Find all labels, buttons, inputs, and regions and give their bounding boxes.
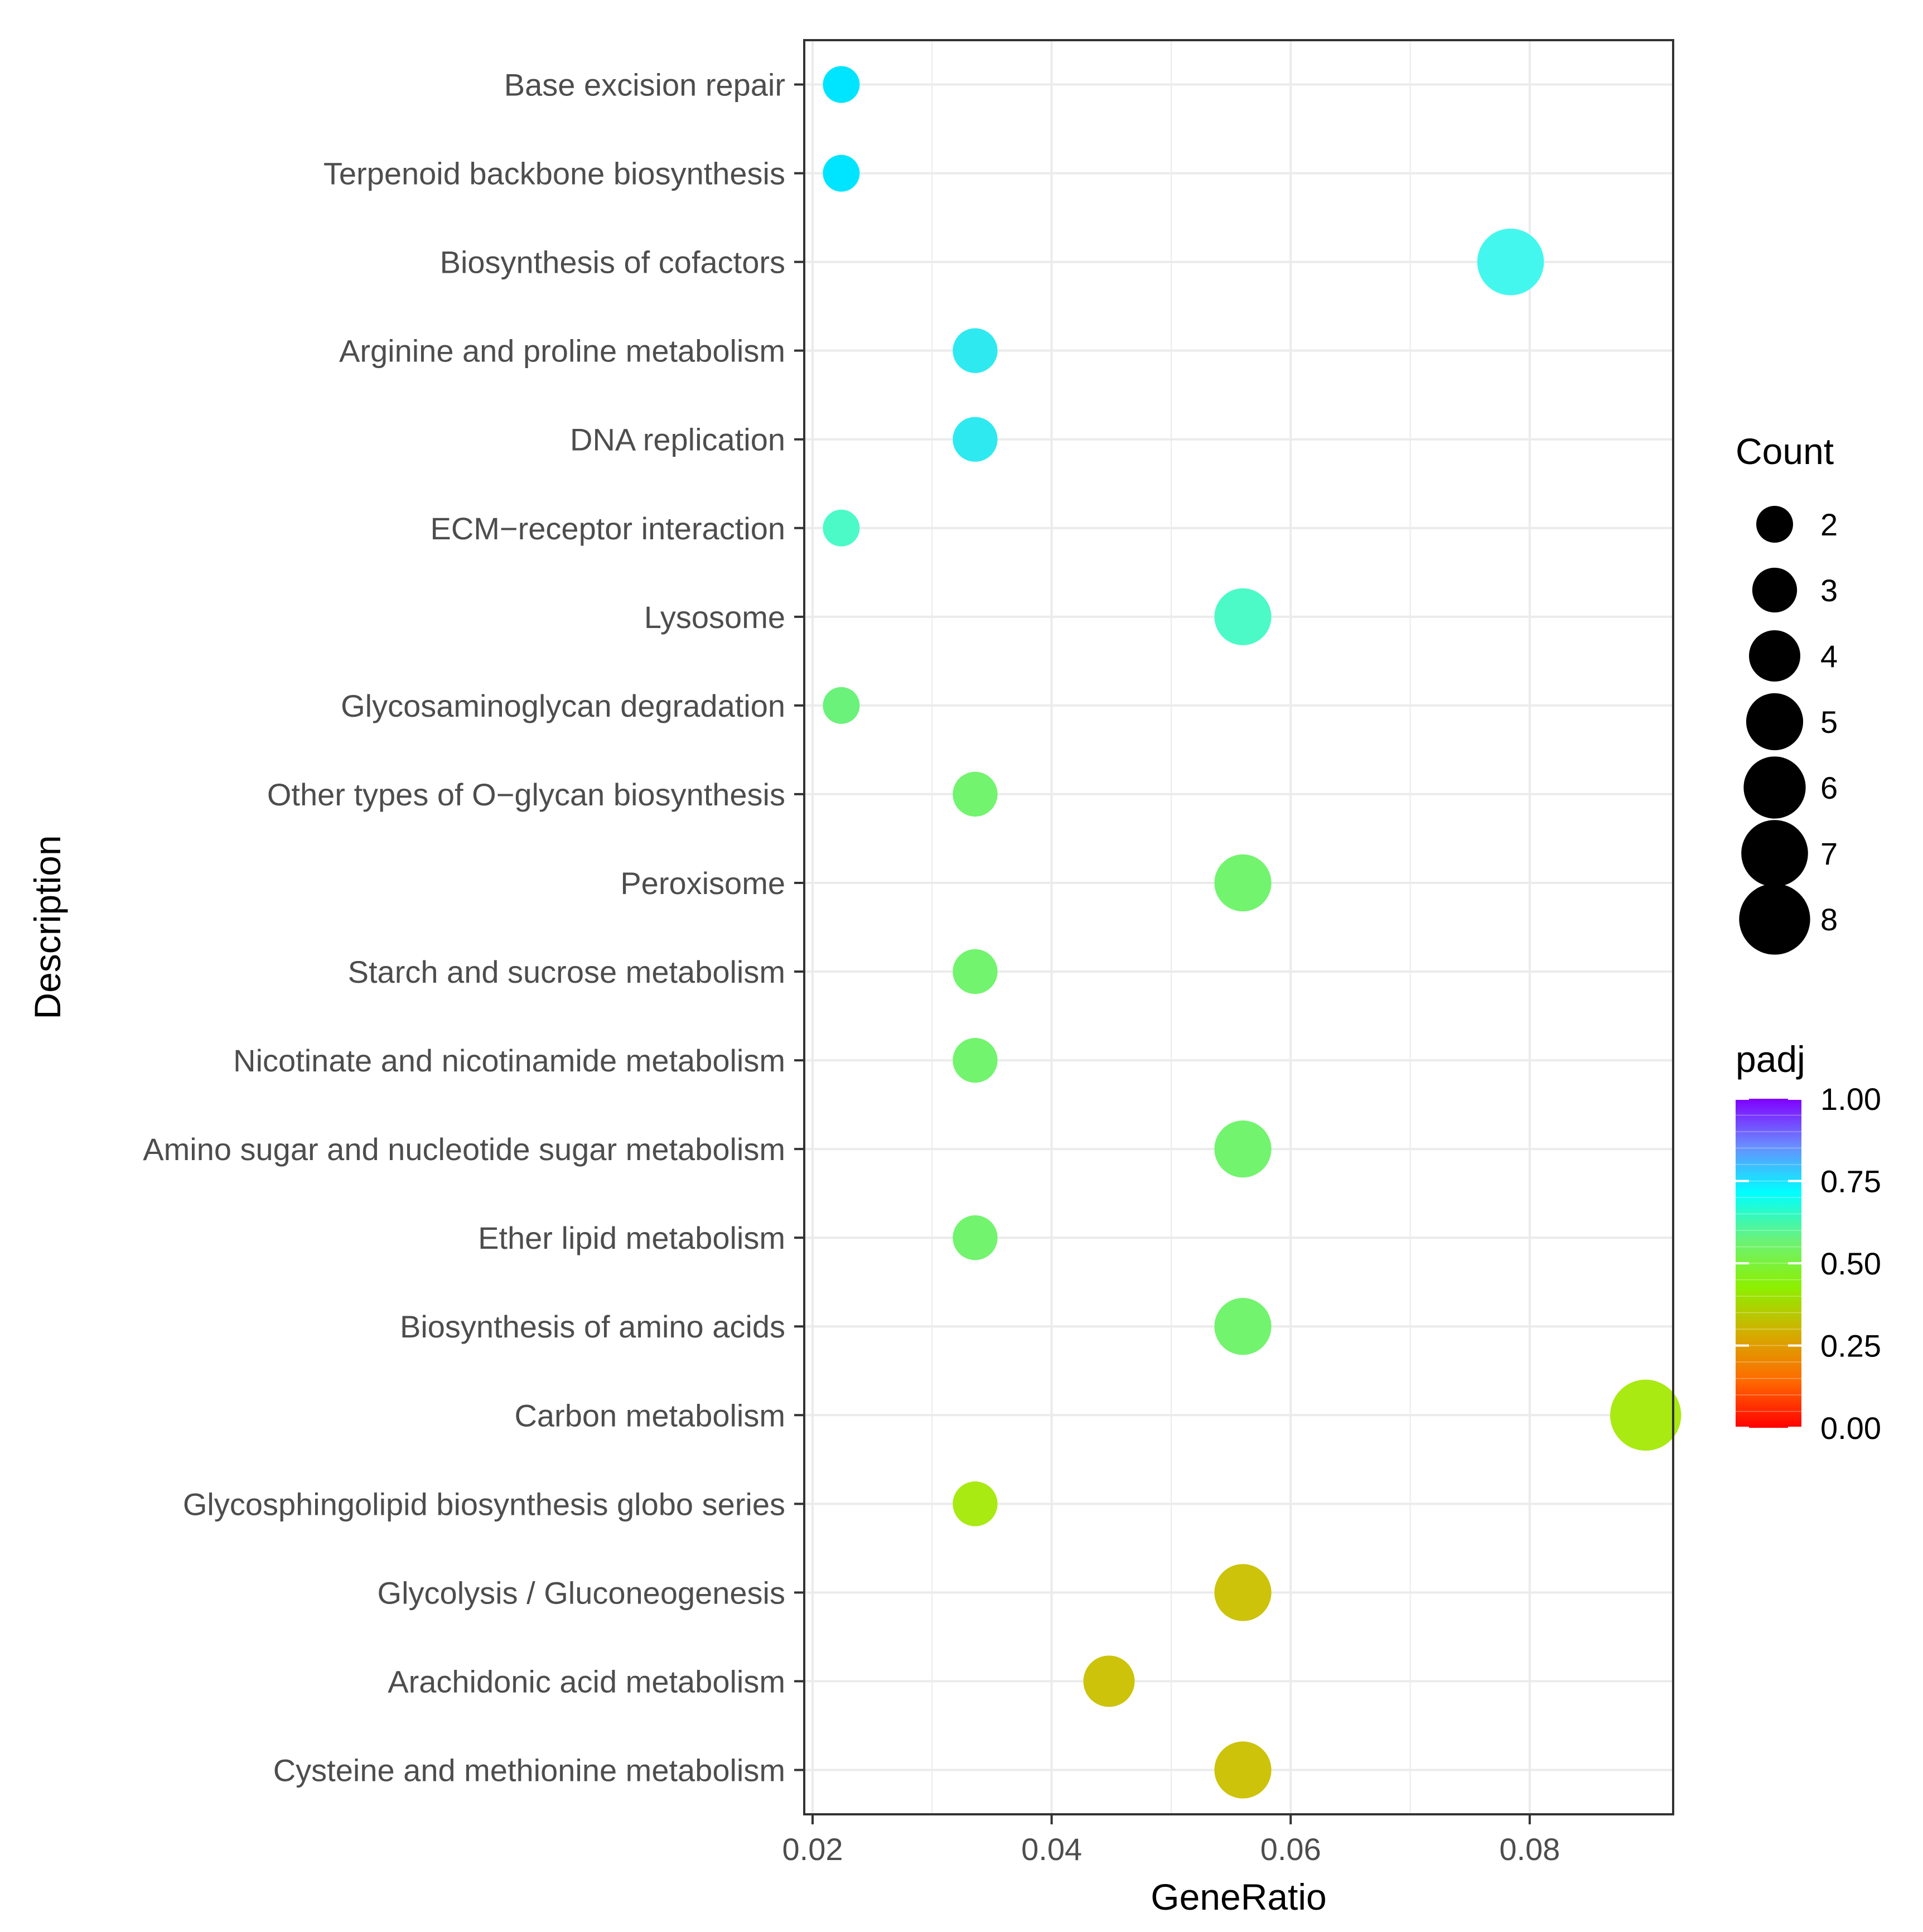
data-point — [953, 1037, 998, 1083]
data-point — [823, 509, 860, 547]
x-axis: 0.02 0.04 0.06 0.08 — [782, 1814, 1560, 1867]
y-tick-label: Peroxisome — [620, 866, 785, 901]
padj-legend: padj 1.00 0.75 0.50 0.25 0.00 — [1736, 1039, 1881, 1446]
x-tick-label: 0.02 — [782, 1832, 843, 1867]
y-tick-label: Nicotinate and nicotinamide metabolism — [233, 1043, 785, 1078]
y-tick-label: DNA replication — [570, 422, 785, 457]
count-legend-label: 8 — [1820, 902, 1838, 937]
count-legend-key — [1749, 630, 1800, 682]
data-point — [1610, 1379, 1682, 1451]
data-point — [1214, 854, 1272, 912]
data-point — [953, 417, 998, 462]
y-tick-label: Lysosome — [644, 600, 785, 635]
count-legend-label: 6 — [1820, 770, 1838, 805]
x-tick-label: 0.06 — [1260, 1832, 1321, 1867]
y-tick-label: Carbon metabolism — [514, 1398, 785, 1433]
y-tick-label: Base excision repair — [504, 67, 785, 103]
y-tick-label: Glycolysis / Gluconeogenesis — [378, 1575, 785, 1610]
y-tick-label: Glycosaminoglycan degradation — [341, 688, 785, 723]
data-point — [1083, 1655, 1135, 1707]
data-point — [1214, 1741, 1272, 1799]
y-tick-label: Other types of O−glycan biosynthesis — [267, 777, 785, 812]
y-tick-label: ECM−receptor interaction — [430, 511, 785, 546]
count-legend: Count 2 3 4 5 6 7 8 — [1736, 431, 1838, 955]
count-legend-label: 4 — [1820, 639, 1838, 674]
data-point — [823, 687, 860, 724]
count-legend-title: Count — [1736, 431, 1834, 472]
padj-legend-label: 1.00 — [1820, 1081, 1881, 1117]
y-tick-label: Ether lipid metabolism — [478, 1220, 785, 1255]
count-legend-label: 3 — [1820, 573, 1838, 608]
y-tick-label: Glycosphingolipid biosynthesis globo ser… — [183, 1486, 785, 1522]
count-legend-key — [1739, 883, 1810, 955]
data-point — [953, 949, 998, 994]
y-tick-label: Arginine and proline metabolism — [339, 334, 785, 369]
padj-legend-label: 0.75 — [1820, 1164, 1881, 1199]
data-point — [1214, 588, 1272, 645]
data-point — [1214, 1120, 1272, 1178]
data-point — [953, 1481, 998, 1527]
y-tick-label: Biosynthesis of cofactors — [440, 245, 785, 280]
data-point — [953, 771, 998, 817]
data-point — [953, 328, 998, 373]
data-point — [1477, 228, 1544, 296]
data-point — [953, 1215, 998, 1260]
y-axis-title: Description — [27, 835, 68, 1019]
count-legend-label: 5 — [1820, 704, 1838, 740]
count-legend-key — [1741, 820, 1808, 887]
padj-legend-label: 0.50 — [1820, 1246, 1881, 1281]
y-tick-label: Cysteine and methionine metabolism — [273, 1752, 785, 1788]
x-tick-label: 0.04 — [1021, 1832, 1082, 1867]
padj-legend-label: 0.00 — [1820, 1411, 1881, 1446]
padj-legend-label: 0.25 — [1820, 1329, 1881, 1364]
count-legend-label: 7 — [1820, 836, 1838, 871]
data-point — [823, 154, 860, 192]
x-tick-label: 0.08 — [1499, 1832, 1560, 1867]
count-legend-key — [1756, 506, 1793, 543]
count-legend-key — [1746, 693, 1804, 751]
y-tick-label: Biosynthesis of amino acids — [400, 1309, 785, 1344]
y-axis: Base excision repair Terpenoid backbone b… — [143, 67, 804, 1788]
y-tick-label: Arachidonic acid metabolism — [388, 1664, 785, 1699]
count-legend-key — [1743, 756, 1806, 819]
padj-legend-title: padj — [1736, 1039, 1805, 1080]
y-tick-label: Terpenoid backbone biosynthesis — [323, 156, 785, 191]
data-point — [1214, 1564, 1272, 1621]
y-tick-label: Amino sugar and nucleotide sugar metabol… — [143, 1132, 785, 1167]
y-tick-label: Starch and sucrose metabolism — [348, 954, 785, 989]
count-legend-label: 2 — [1820, 507, 1838, 542]
panel-border — [803, 39, 1674, 1815]
data-point — [823, 66, 860, 103]
data-points — [823, 66, 1682, 1799]
x-axis-title: GeneRatio — [1151, 1876, 1327, 1917]
data-point — [1214, 1298, 1272, 1355]
count-legend-key — [1752, 567, 1798, 613]
